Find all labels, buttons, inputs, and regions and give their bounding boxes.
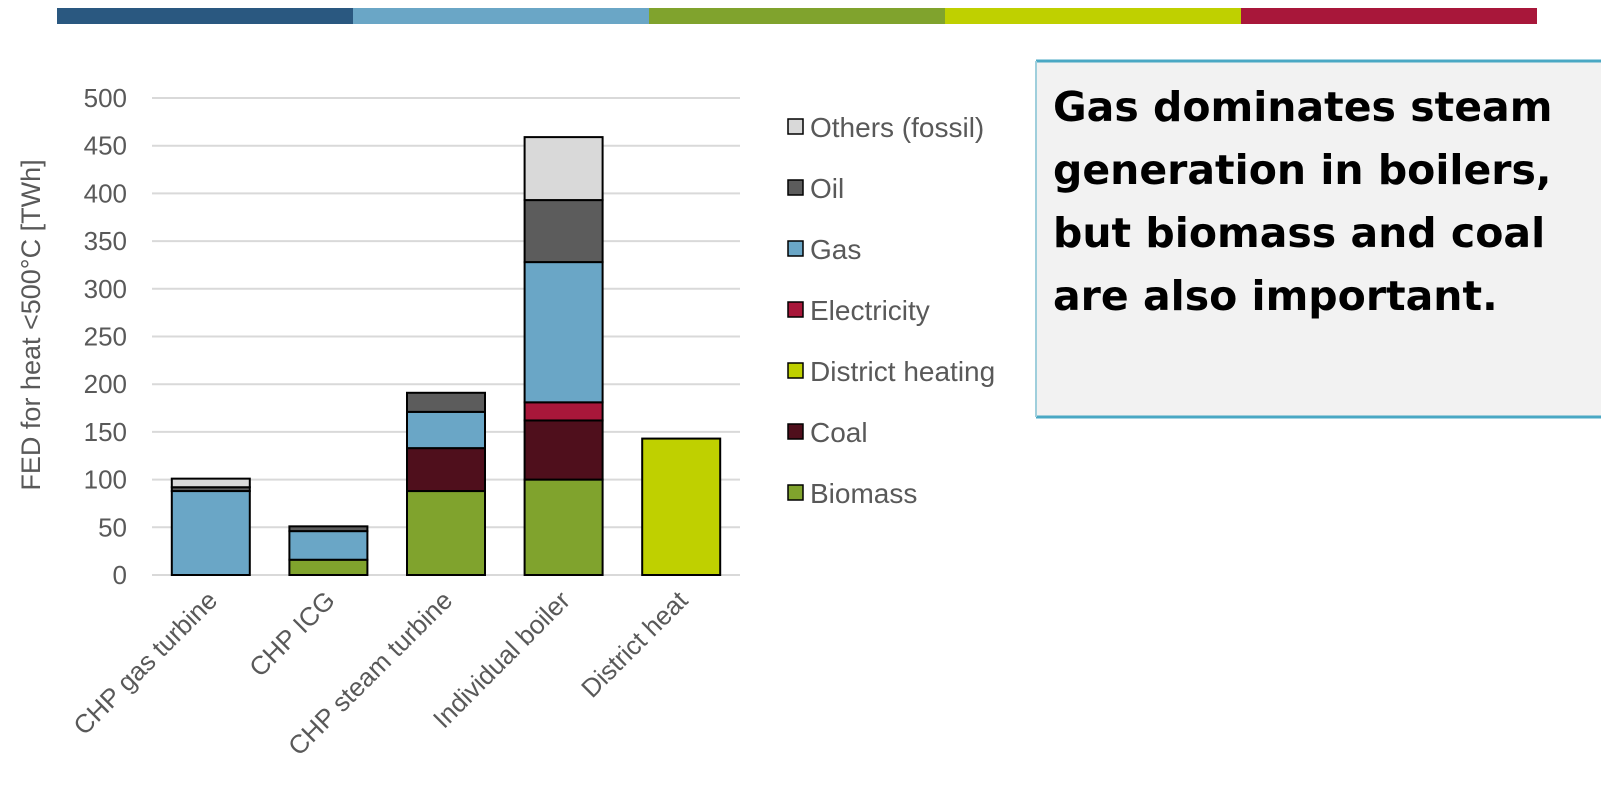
legend-swatch — [787, 484, 804, 501]
legend-swatch — [787, 301, 804, 318]
x-tick-label: CHP gas turbine — [67, 585, 223, 741]
y-tick-label: 0 — [113, 560, 127, 590]
bar-segment — [523, 478, 604, 577]
bar-segment — [288, 558, 369, 577]
bar-segment — [406, 447, 486, 493]
stripe — [57, 8, 353, 24]
bar-segment — [523, 419, 604, 481]
bar-segment — [523, 401, 604, 422]
bar-segment — [523, 136, 604, 202]
y-axis-label: FED for heat <500°C [TWh] — [16, 159, 46, 490]
legend-swatch — [787, 118, 804, 135]
legend-label: Biomass — [810, 478, 917, 509]
top-stripe — [57, 8, 1537, 24]
callout-text: Gas dominates steam — [1053, 83, 1552, 131]
y-tick-label: 500 — [84, 83, 127, 113]
legend-label: Electricity — [810, 295, 930, 326]
y-tick-label: 150 — [84, 417, 127, 447]
x-tick-label: CHP ICG — [243, 585, 340, 682]
bar-segment — [406, 391, 486, 413]
legend-label: Oil — [810, 173, 844, 204]
y-tick-label: 200 — [84, 369, 127, 399]
stripe — [353, 8, 649, 24]
stripe — [945, 8, 1241, 24]
bar-segment — [170, 477, 251, 489]
bar-segment — [406, 490, 486, 577]
bar-segment — [288, 525, 369, 533]
callout-text: but biomass and coal — [1053, 209, 1545, 257]
legend-label: Others (fossil) — [810, 112, 984, 143]
legend-swatch — [787, 423, 804, 440]
callout-box — [1036, 61, 1601, 417]
stripe — [649, 8, 945, 24]
bar-segment — [523, 261, 604, 404]
bar-segment — [406, 410, 486, 450]
y-tick-label: 100 — [84, 465, 127, 495]
callout-text: are also important. — [1053, 272, 1498, 320]
bar-segment — [288, 530, 369, 561]
y-tick-label: 250 — [84, 322, 127, 352]
legend-swatch — [787, 240, 804, 257]
legend-swatch — [787, 179, 804, 196]
y-tick-label: 50 — [98, 512, 127, 542]
y-tick-label: 450 — [84, 131, 127, 161]
legend-swatch — [787, 362, 804, 379]
legend-label: Gas — [810, 234, 861, 265]
legend-label: District heating — [810, 356, 995, 387]
callout-text: generation in boilers, — [1053, 146, 1551, 194]
bar-segment — [641, 437, 722, 576]
bar-segment — [170, 490, 251, 577]
callout: Gas dominates steam generation in boilers… — [1035, 59, 1601, 419]
y-tick-label: 300 — [84, 274, 127, 304]
legend-label: Coal — [810, 417, 868, 448]
bar-segment — [523, 199, 604, 264]
x-tick-label: District heat — [575, 584, 694, 703]
y-tick-label: 350 — [84, 226, 127, 256]
y-tick-label: 400 — [84, 178, 127, 208]
stripe — [1241, 8, 1537, 24]
